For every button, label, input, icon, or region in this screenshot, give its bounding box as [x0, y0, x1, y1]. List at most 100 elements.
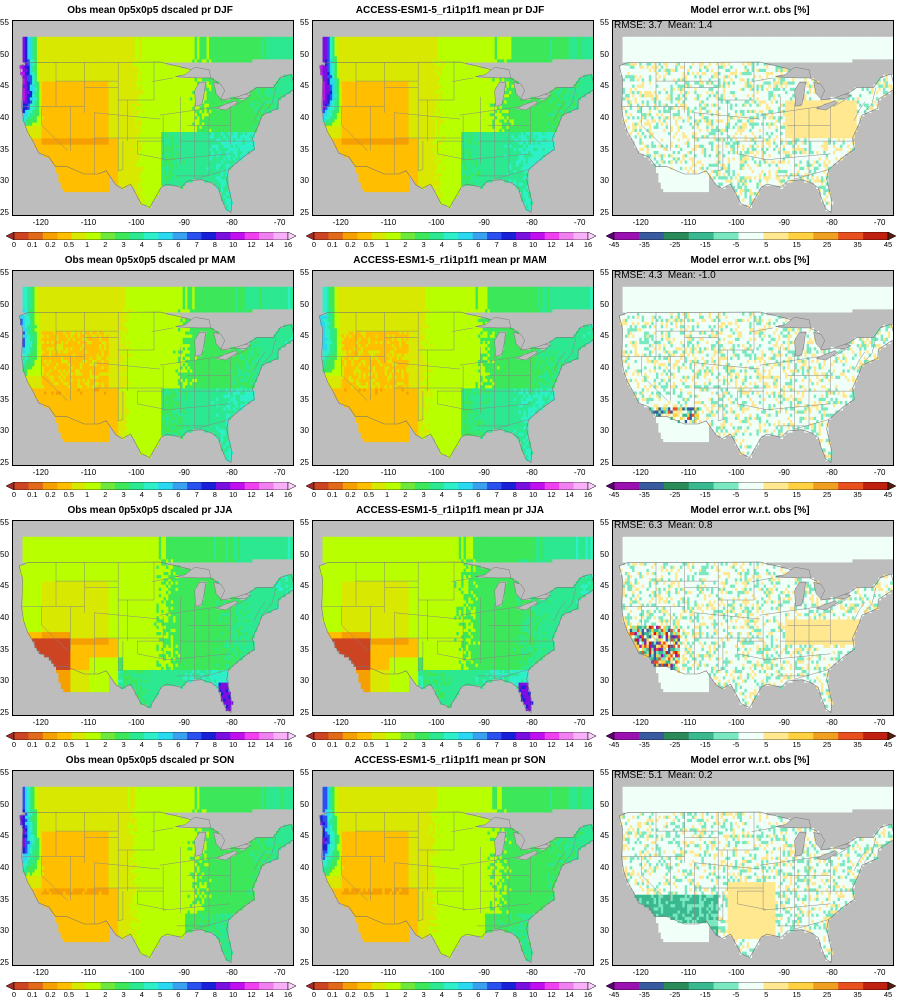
lat-tick-label: 35 — [300, 145, 312, 154]
lat-tick-label: 50 — [600, 300, 612, 309]
colorbar-tick-label: 6 — [166, 241, 190, 249]
colorbar-tick-label: 0.5 — [357, 241, 381, 249]
colorbar-segment — [443, 232, 459, 240]
colorbar-right-arrow — [887, 732, 896, 740]
colorbar-segment — [201, 232, 217, 240]
great-lake — [515, 600, 539, 611]
colorbar-tick-label: -45 — [602, 991, 626, 999]
state-boundaries — [621, 812, 877, 930]
colorbar-segment — [328, 482, 344, 490]
lat-tick-label: 50 — [600, 550, 612, 559]
map-frame — [612, 270, 894, 466]
lat-tick-label: 35 — [600, 395, 612, 404]
colorbar-tick-label: 0 — [2, 741, 26, 749]
colorbar-segment — [863, 232, 889, 240]
lat-tick-label: 30 — [0, 677, 12, 685]
map-canvas — [618, 536, 893, 714]
colorbar-segment — [688, 732, 714, 740]
colorbar-segment — [273, 732, 289, 740]
colorbar-segment — [544, 982, 560, 990]
lat-tick-label: 45 — [600, 82, 612, 90]
colorbar-tick-label: 0.5 — [357, 491, 381, 499]
colorbar-segment — [57, 482, 72, 490]
colorbar-tick-label: 6 — [466, 741, 490, 749]
colorbar-tick-label: 4 — [430, 491, 454, 499]
colorbar-segment — [143, 482, 159, 490]
lat-tick-label: 40 — [300, 614, 312, 622]
lon-tick-label: -90 — [769, 719, 799, 727]
panel-title: Model error w.r.t. obs [%] — [600, 504, 900, 518]
great-lake — [815, 100, 839, 111]
precip-colorbar — [6, 732, 296, 746]
colorbar-segment — [371, 732, 387, 740]
colorbar-tick-label: 8 — [203, 741, 227, 749]
colorbar-segment — [429, 732, 445, 740]
great-lake — [494, 332, 506, 357]
colorbar-segment — [57, 982, 72, 990]
lat-tick-label: 55 — [300, 19, 312, 27]
colorbar-segment — [838, 232, 864, 240]
precip-colorbar — [306, 732, 596, 746]
map-frame — [612, 770, 894, 966]
colorbar-left-arrow — [6, 732, 15, 740]
colorbar-segment — [544, 732, 560, 740]
colorbar-left-arrow — [306, 982, 315, 990]
colorbar-segment — [429, 232, 445, 240]
colorbar-segment — [342, 232, 358, 240]
colorbar-tick-label: 45 — [876, 241, 900, 249]
lon-tick-label: -70 — [565, 719, 595, 727]
colorbar-segment — [71, 982, 87, 990]
lon-tick-label: -100 — [721, 469, 751, 477]
lat-tick-label: 25 — [600, 708, 612, 717]
colorbar-tick-label: 0.5 — [357, 741, 381, 749]
lat-tick-label: 25 — [0, 958, 12, 967]
colorbar-segment — [443, 482, 459, 490]
colorbar-tick-label: 7 — [485, 741, 509, 749]
map-frame — [12, 20, 294, 216]
colorbar-segment — [172, 482, 188, 490]
colorbar-segment — [530, 982, 546, 990]
colorbar-tick-label: 35 — [846, 741, 870, 749]
coastline — [318, 311, 593, 464]
colorbar-segment — [614, 732, 640, 740]
colorbar-segment — [559, 732, 574, 740]
lon-tick-label: -80 — [217, 469, 247, 477]
colorbar-tick-label: 35 — [846, 241, 870, 249]
panel-error-mam: Model error w.r.t. obs [%] 55 50 45 40 35 30 25… — [600, 250, 900, 500]
great-lake — [813, 81, 825, 100]
lon-tick-label: -90 — [469, 469, 499, 477]
colorbar-tick-label: 1 — [375, 741, 399, 749]
great-lake — [233, 94, 252, 100]
lat-tick-label: 30 — [600, 427, 612, 435]
colorbar-tick-label: 14 — [558, 741, 582, 749]
colorbar-tick-label: 5 — [448, 491, 472, 499]
colorbar-tick-label: 10 — [521, 741, 545, 749]
colorbar-segment — [573, 232, 589, 240]
colorbar-segment — [158, 732, 173, 740]
colorbar-segment — [501, 732, 517, 740]
lat-tick-label: 40 — [600, 364, 612, 372]
panel-title: ACCESS-ESM1-5_r1i1p1f1 mean pr MAM — [300, 254, 600, 268]
colorbar-segment — [129, 982, 145, 990]
lon-tick-label: -80 — [517, 719, 547, 727]
colorbar-segment — [614, 232, 640, 240]
colorbar-segment — [100, 982, 116, 990]
colorbar-segment — [371, 232, 387, 240]
panel-model-jja: ACCESS-ESM1-5_r1i1p1f1 mean pr JJA 55 50 45… — [300, 500, 600, 750]
panel-title: Obs mean 0p5x0p5 dscaled pr JJA — [0, 504, 300, 518]
map-canvas — [18, 36, 293, 214]
lon-tick-label: -100 — [421, 969, 451, 977]
map-canvas — [618, 286, 893, 464]
map-canvas — [18, 536, 293, 714]
lat-tick-label: 45 — [300, 582, 312, 590]
colorbar-segment — [487, 482, 502, 490]
colorbar-segment — [443, 982, 459, 990]
lon-tick-label: -80 — [517, 969, 547, 977]
lat-tick-label: 55 — [300, 769, 312, 777]
great-lake — [513, 331, 525, 350]
colorbar-segment — [28, 482, 44, 490]
colorbar-tick-label: 0 — [302, 741, 326, 749]
colorbar-segment — [215, 982, 231, 990]
colorbar-segment — [763, 232, 789, 240]
colorbar-tick-label: 25 — [815, 741, 839, 749]
